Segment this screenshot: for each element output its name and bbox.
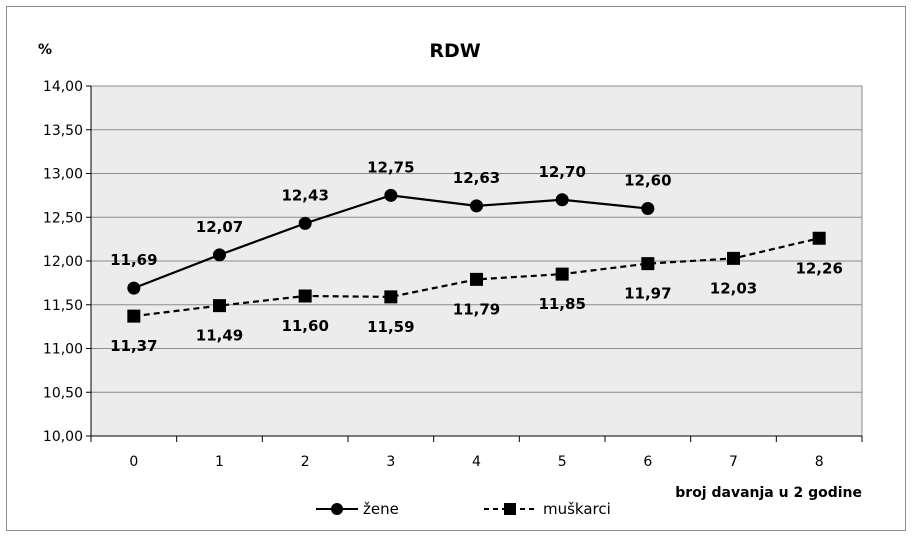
point-muskarci (298, 289, 312, 303)
data-label-muskarci: 11,59 (367, 318, 414, 336)
y-tick-label: 10,00 (43, 429, 83, 445)
legend-marker-muskarci (504, 503, 516, 515)
y-tick-label: 13,50 (43, 123, 83, 139)
data-label-muskarci: 12,26 (795, 259, 842, 277)
point-muskarci (727, 251, 740, 265)
x-tick-label: 4 (472, 454, 481, 470)
x-axis: 0 1 2 3 4 5 6 7 8 (90, 435, 863, 470)
x-axis-title: broj davanja u 2 godine (675, 485, 862, 501)
series-layer: 11,69 12,07 12,43 12,75 12,63 12,70 12,60 11,37… (110, 158, 843, 355)
data-label-zene: 12,70 (538, 163, 585, 181)
y-tick-label: 12,50 (43, 210, 83, 226)
y-tick-label: 11,00 (43, 342, 83, 358)
x-tick-label: 6 (643, 454, 652, 470)
x-tick-label: 8 (815, 454, 824, 470)
x-tick-label: 2 (301, 454, 310, 470)
point-muskarci (213, 299, 226, 313)
data-label-zene: 12,75 (367, 158, 414, 176)
point-muskarci (812, 231, 826, 245)
chart-title: RDW (429, 40, 480, 62)
x-tick-label: 1 (215, 454, 224, 470)
y-tick-label: 13,00 (43, 167, 83, 183)
data-label-muskarci: 12,03 (710, 279, 757, 297)
data-label-zene: 11,69 (110, 251, 157, 269)
data-label-muskarci: 11,49 (196, 327, 243, 345)
data-label-muskarci: 11,85 (538, 295, 585, 313)
point-zene (213, 248, 226, 262)
y-tick-label: 14,00 (43, 79, 83, 95)
x-tick-label: 5 (558, 454, 567, 470)
point-zene (298, 216, 312, 230)
x-tick-label: 3 (386, 454, 395, 470)
legend-label-zene: žene (363, 500, 399, 518)
data-label-zene: 12,60 (624, 172, 671, 190)
point-zene (641, 202, 655, 215)
data-label-zene: 12,07 (196, 218, 243, 236)
y-tick-label: 10,50 (43, 385, 83, 401)
legend-label-muskarci: muškarci (543, 500, 611, 518)
y-tick-label: 11,50 (43, 298, 83, 314)
legend-marker-zene (331, 503, 343, 515)
point-zene (384, 188, 398, 202)
data-label-zene: 12,63 (453, 169, 500, 187)
x-tick-label: 7 (729, 454, 738, 470)
x-tick-label: 0 (129, 454, 138, 470)
point-muskarci (470, 272, 483, 286)
y-axis: 10,00 10,50 11,00 11,50 12,00 12,50 13,00 13,50… (43, 79, 92, 445)
point-zene (470, 199, 483, 213)
point-zene (127, 281, 141, 295)
y-axis-unit: % (38, 42, 52, 58)
data-label-muskarci: 11,97 (624, 285, 671, 303)
legend: žene muškarci (316, 500, 611, 518)
point-muskarci (384, 290, 398, 304)
point-zene (555, 193, 569, 207)
data-label-zene: 12,43 (281, 186, 328, 204)
data-label-muskarci: 11,60 (281, 317, 328, 335)
point-muskarci (641, 257, 655, 271)
point-muskarci (555, 267, 569, 281)
data-label-muskarci: 11,37 (110, 337, 157, 355)
data-label-muskarci: 11,79 (453, 300, 500, 318)
point-muskarci (127, 309, 141, 323)
y-tick-label: 12,00 (43, 254, 83, 270)
